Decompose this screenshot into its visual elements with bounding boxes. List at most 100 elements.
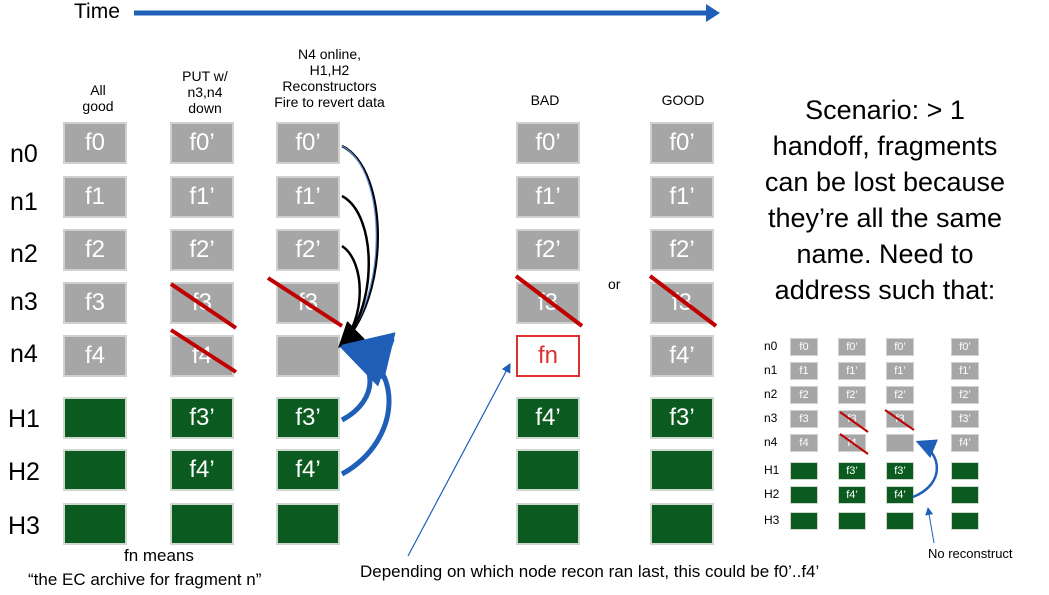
cell-put-h1: f3’ — [170, 397, 234, 439]
header-put: PUT w/ n3,n4 down — [165, 68, 245, 116]
cell-online-n4 — [276, 335, 340, 377]
cell-bad-n1: f1’ — [516, 176, 580, 218]
mini-cell-c1-n0: f0 — [790, 338, 818, 356]
mini-row-label-h3: H3 — [764, 513, 780, 527]
mini-cell-c4-n3: f3’ — [951, 410, 979, 428]
header-line: N4 online, — [297, 46, 362, 62]
cell-good-h1: f3’ — [650, 397, 714, 439]
mini-cell-c4-n0: f0’ — [951, 338, 979, 356]
header-line: PUT w/ — [182, 68, 228, 84]
row-label-n3: n3 — [10, 288, 38, 316]
mini-cell-c4-h1 — [951, 462, 979, 480]
header-line: good — [82, 98, 114, 114]
mini-cell-c4-n1: f1’ — [951, 362, 979, 380]
fn-note-line-1: fn means — [124, 546, 194, 565]
mini-cell-c2-n4: f4 — [838, 434, 866, 452]
cell-all-good-n1: f1 — [63, 176, 127, 218]
cell-good-n3: f3 — [650, 282, 714, 324]
cell-put-h2: f4’ — [170, 449, 234, 491]
scenario-line: handoff, fragments — [772, 131, 998, 161]
mini-row-label-h1: H1 — [764, 463, 780, 477]
reconstruct-arrow-n0 — [338, 144, 379, 348]
mini-cell-c2-n3: f3 — [838, 410, 866, 428]
or-label: or — [608, 276, 621, 292]
cell-put-n3: f3 — [170, 282, 234, 324]
fn-note-line-2: “the EC archive for fragment n” — [28, 570, 262, 589]
mini-cell-c3-n3: f3 — [886, 410, 914, 428]
header-line: Fire to revert data — [274, 94, 385, 110]
mini-cell-c2-n2: f2’ — [838, 386, 866, 404]
cell-put-n1: f1’ — [170, 176, 234, 218]
mini-cell-c4-h2 — [951, 486, 979, 504]
mini-cell-c3-h2: f4’ — [886, 486, 914, 504]
cell-put-n4: f4 — [170, 335, 234, 377]
mini-cell-c1-n4: f4 — [790, 434, 818, 452]
cell-online-n1: f1’ — [276, 176, 340, 218]
mini-cell-c3-h1: f3’ — [886, 462, 914, 480]
cell-bad-n2: f2’ — [516, 229, 580, 271]
mini-row-label-n2: n2 — [764, 387, 778, 401]
cell-online-h1: f3’ — [276, 397, 340, 439]
cell-all-good-n2: f2 — [63, 229, 127, 271]
row-label-n4: n4 — [10, 340, 38, 368]
header-all-good: All good — [72, 82, 124, 114]
mini-cell-c1-h2 — [790, 486, 818, 504]
cell-all-good-n0: f0 — [63, 122, 127, 164]
mini-cell-c3-h3 — [886, 512, 914, 530]
scenario-line: name. Need to — [796, 239, 974, 269]
row-label-h3: H3 — [8, 512, 40, 540]
mini-cell-c2-h2: f4’ — [838, 486, 866, 504]
no-reconstruct-pointer — [925, 507, 935, 544]
row-label-n1: n1 — [10, 188, 38, 216]
row-label-h1: H1 — [8, 405, 40, 433]
cell-good-n4: f4’ — [650, 335, 714, 377]
mini-cell-c1-h1 — [790, 462, 818, 480]
cell-online-n0: f0’ — [276, 122, 340, 164]
row-label-n0: n0 — [10, 140, 38, 168]
mini-row-label-n3: n3 — [764, 411, 778, 425]
scenario-line: Scenario: > 1 — [805, 95, 965, 125]
cell-good-h2 — [650, 449, 714, 491]
mini-cell-c3-n2: f2’ — [886, 386, 914, 404]
scenario-line: they’re all the same — [767, 203, 1003, 233]
mini-cell-c3-n0: f0’ — [886, 338, 914, 356]
scenario-line: address such that: — [774, 275, 996, 305]
mini-cell-c3-n1: f1’ — [886, 362, 914, 380]
cell-all-good-n3: f3 — [63, 282, 127, 324]
cell-bad-h2 — [516, 449, 580, 491]
mini-cell-c1-n2: f2 — [790, 386, 818, 404]
scenario-line: can be lost because — [764, 167, 1006, 197]
cell-all-good-h2 — [63, 449, 127, 491]
mini-cell-c4-n4: f4’ — [951, 434, 979, 452]
scenario-text: Scenario: > 1 handoff, fragments can be … — [745, 92, 1025, 308]
cell-all-good-h1 — [63, 397, 127, 439]
header-line: down — [188, 100, 222, 116]
mini-handoff-arrow — [912, 439, 939, 499]
mini-cell-c2-h3 — [838, 512, 866, 530]
mini-cell-c1-h3 — [790, 512, 818, 530]
header-line: n3,n4 — [187, 84, 223, 100]
depending-note: Depending on which node recon ran last, … — [360, 562, 820, 581]
mini-row-label-n4: n4 — [764, 435, 778, 449]
cell-online-h3 — [276, 503, 340, 545]
cell-online-n2: f2’ — [276, 229, 340, 271]
header-line: H1,H2 — [309, 62, 350, 78]
cell-bad-h3 — [516, 503, 580, 545]
reconstruct-arrow-n1 — [338, 194, 370, 348]
row-label-h2: H2 — [8, 458, 40, 486]
cell-bad-n4: fn — [516, 335, 580, 377]
mini-cell-c1-n1: f1 — [790, 362, 818, 380]
cell-good-h3 — [650, 503, 714, 545]
mini-cell-c4-n2: f2’ — [951, 386, 979, 404]
header-online: N4 online, H1,H2 Reconstructors Fire to … — [262, 46, 397, 110]
mini-cell-c3-n4 — [886, 434, 914, 452]
cell-bad-n0: f0’ — [516, 122, 580, 164]
mini-cell-c2-n0: f0’ — [838, 338, 866, 356]
mini-cell-c2-n1: f1’ — [838, 362, 866, 380]
header-line: All — [90, 82, 106, 98]
mini-cell-c4-h3 — [951, 512, 979, 530]
header-line: Reconstructors — [282, 78, 377, 94]
header-bad: BAD — [530, 92, 560, 108]
row-label-n2: n2 — [10, 240, 38, 268]
mini-row-label-h2: H2 — [764, 487, 780, 501]
